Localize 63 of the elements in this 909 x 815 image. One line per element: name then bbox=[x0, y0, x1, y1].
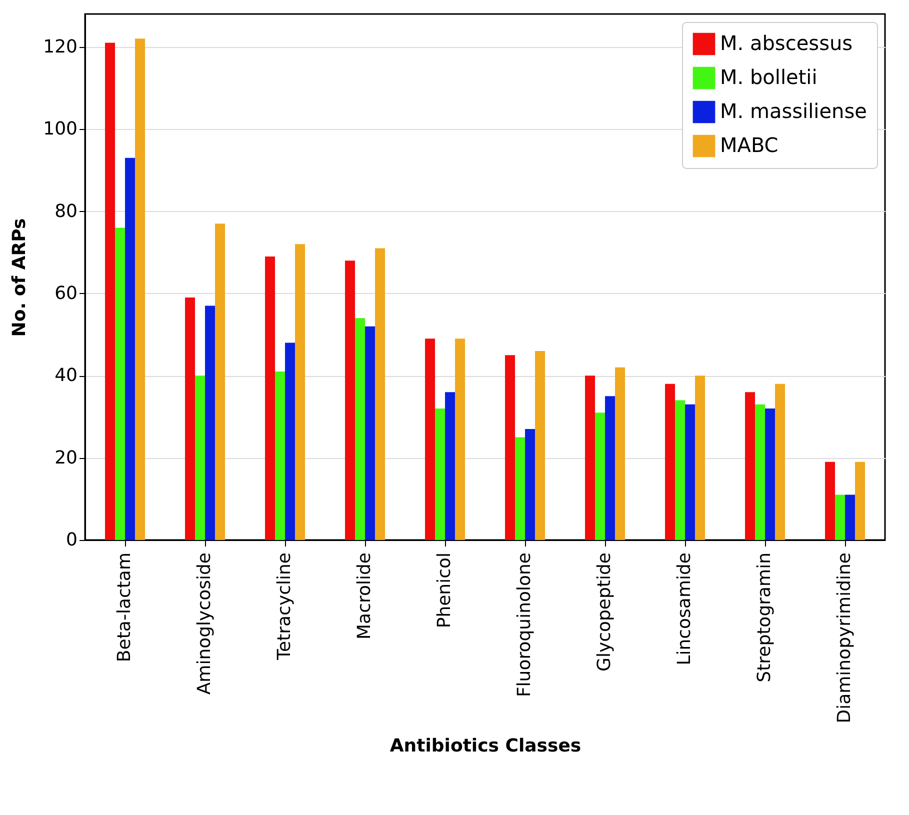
bar bbox=[755, 404, 765, 540]
bar bbox=[445, 392, 455, 540]
bar bbox=[765, 408, 775, 540]
bar bbox=[745, 392, 755, 540]
bar bbox=[125, 158, 135, 540]
x-tick-label: Beta-lactam bbox=[114, 552, 135, 662]
bar bbox=[375, 248, 385, 540]
bar bbox=[585, 376, 595, 540]
bar bbox=[685, 404, 695, 540]
bar bbox=[195, 376, 205, 540]
y-tick-label: 60 bbox=[54, 282, 78, 304]
bar bbox=[535, 350, 545, 540]
bar bbox=[295, 244, 305, 540]
bar bbox=[845, 494, 855, 540]
legend-label: M. massiliense bbox=[720, 99, 867, 123]
y-tick-label: 80 bbox=[54, 200, 78, 222]
bar bbox=[275, 372, 285, 540]
bar bbox=[665, 384, 675, 540]
bar bbox=[615, 367, 625, 540]
y-tick-label: 20 bbox=[54, 447, 78, 468]
bar bbox=[345, 260, 355, 540]
x-tick-label: Fluoroquinolone bbox=[514, 552, 535, 698]
y-tick-label: 120 bbox=[43, 36, 78, 58]
x-tick-label: Glycopeptide bbox=[594, 552, 615, 672]
bar bbox=[825, 462, 835, 540]
x-tick-label: Phenicol bbox=[434, 552, 455, 628]
bar bbox=[285, 342, 295, 540]
x-tick-label: Tetracycline bbox=[274, 552, 295, 661]
y-axis-title: No. of ARPs bbox=[9, 218, 30, 337]
legend-label: M. bolletii bbox=[720, 65, 818, 89]
y-tick-label: 0 bbox=[66, 530, 78, 550]
x-tick-label: Lincosamide bbox=[674, 552, 695, 666]
bar bbox=[435, 408, 445, 540]
legend-label: M. abscessus bbox=[720, 31, 853, 55]
bar bbox=[675, 400, 685, 540]
bar bbox=[215, 224, 225, 540]
x-axis-title: Antibiotics Classes bbox=[390, 735, 582, 756]
bar bbox=[595, 412, 605, 540]
bar bbox=[115, 228, 125, 540]
bar bbox=[135, 38, 145, 540]
bar bbox=[265, 256, 275, 540]
bar bbox=[775, 384, 785, 540]
bar bbox=[855, 462, 865, 540]
bar bbox=[505, 355, 515, 540]
x-tick-label: Aminoglycoside bbox=[194, 552, 215, 695]
bar bbox=[365, 326, 375, 540]
x-tick-label: Streptogramin bbox=[754, 552, 775, 682]
bar bbox=[185, 298, 195, 540]
legend-label: MABC bbox=[720, 133, 778, 157]
bar bbox=[455, 338, 465, 540]
bar bbox=[835, 494, 845, 540]
x-tick-label: Diaminopyrimidine bbox=[834, 552, 855, 724]
x-tick-label: Macrolide bbox=[354, 552, 375, 640]
y-tick-label: 100 bbox=[43, 118, 78, 140]
bar bbox=[515, 437, 525, 540]
y-tick-label: 40 bbox=[54, 365, 78, 386]
bar bbox=[355, 318, 365, 540]
bar bbox=[605, 396, 615, 540]
bar bbox=[695, 376, 705, 540]
bar bbox=[105, 42, 115, 540]
bar bbox=[525, 429, 535, 540]
bar bbox=[205, 306, 215, 540]
bar bbox=[425, 338, 435, 540]
